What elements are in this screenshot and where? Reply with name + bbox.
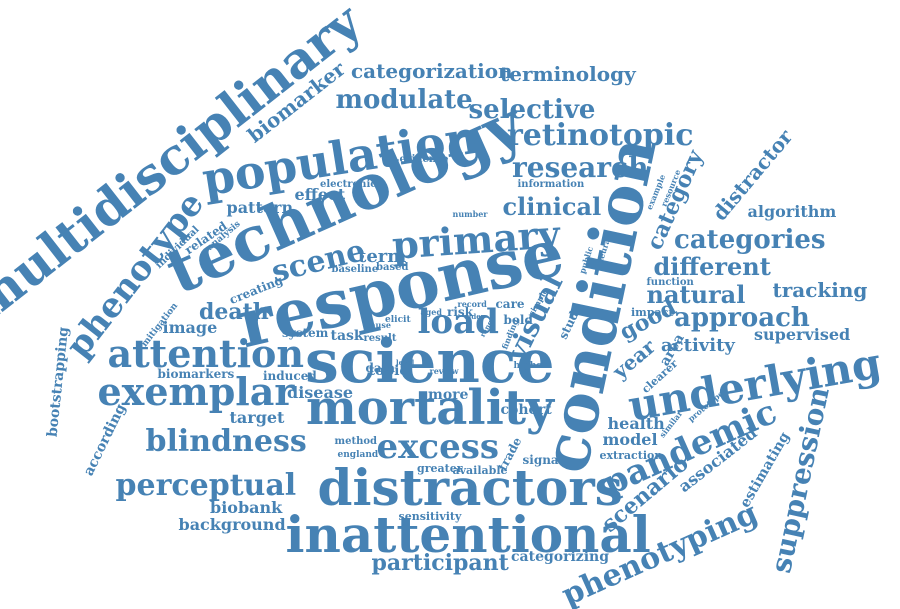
word-inattentional: inattentional bbox=[285, 505, 651, 564]
word-evidence: evidence bbox=[399, 154, 449, 165]
word-topic: topic bbox=[368, 363, 408, 379]
word-more: more bbox=[428, 387, 469, 403]
word-primary: primary bbox=[390, 211, 562, 268]
word-function: function bbox=[646, 277, 694, 288]
word-categorization: categorization bbox=[351, 59, 513, 83]
word-based: based bbox=[376, 262, 409, 273]
word-sensitivity: sensitivity bbox=[398, 509, 462, 523]
word-image: image bbox=[162, 318, 218, 337]
word-research: research bbox=[512, 151, 649, 184]
word-elicit: elicit bbox=[385, 314, 411, 325]
word-signal: signal bbox=[522, 453, 564, 467]
word-record: record bbox=[457, 299, 487, 309]
word-natural: natural bbox=[646, 280, 746, 309]
word-exemplar: exemplar bbox=[97, 369, 295, 414]
word-disease: disease bbox=[287, 383, 354, 402]
word-supervised: supervised bbox=[754, 325, 851, 344]
word-algorithm: algorithm bbox=[747, 202, 837, 221]
word-impact: impact bbox=[631, 305, 674, 319]
word-participant: participant bbox=[371, 550, 509, 576]
word-excess: excess bbox=[376, 427, 500, 467]
word-terminology: terminology bbox=[500, 62, 636, 86]
word-clinical: clinical bbox=[502, 192, 602, 221]
word-method: method bbox=[334, 436, 378, 447]
word-suppression: suppression bbox=[763, 384, 836, 576]
word-cause: cause bbox=[365, 320, 391, 330]
word-approach: approach bbox=[674, 303, 810, 333]
word-activity: activity bbox=[661, 335, 735, 356]
word-perceptual: perceptual bbox=[115, 468, 297, 503]
word-model: model bbox=[602, 430, 658, 449]
word-biomarkers: biomarkers bbox=[157, 367, 235, 381]
word-bootstrapping: bootstrapping bbox=[44, 326, 72, 438]
word-background: background bbox=[178, 515, 286, 534]
word-number: number bbox=[452, 209, 488, 219]
word-england: england bbox=[337, 449, 379, 460]
word-greater: greater bbox=[417, 461, 463, 475]
word-aged: aged bbox=[420, 307, 442, 317]
word-science: science bbox=[305, 327, 555, 397]
word-different: different bbox=[653, 252, 771, 281]
word-task: task bbox=[330, 328, 364, 344]
word-higher: higher bbox=[513, 360, 547, 371]
word-selective: selective bbox=[468, 95, 596, 125]
word-term: term bbox=[358, 246, 407, 267]
word-extraction: extraction bbox=[599, 448, 663, 462]
word-care: care bbox=[495, 297, 525, 311]
word-blindness: blindness bbox=[145, 424, 307, 459]
word-information: information bbox=[517, 179, 585, 190]
word-data: data bbox=[365, 361, 395, 375]
word-available: available bbox=[452, 463, 508, 477]
word-cohort: cohort bbox=[500, 402, 552, 418]
word-pattern: pattern bbox=[226, 198, 294, 217]
word-categories: categories bbox=[674, 225, 826, 255]
word-death: death bbox=[199, 299, 269, 325]
word-target: target bbox=[229, 408, 285, 427]
word-induced: induced bbox=[263, 369, 317, 383]
word-modulate: modulate bbox=[335, 85, 473, 115]
word-risk: risk bbox=[447, 305, 473, 319]
word-load: load bbox=[417, 302, 499, 342]
word-bold: bold bbox=[503, 313, 533, 327]
word-electronic: electronic bbox=[320, 179, 377, 190]
word-retinotopic: retinotopic bbox=[507, 118, 694, 153]
word-attention: attention bbox=[107, 331, 305, 376]
word-effect: effect bbox=[294, 185, 346, 204]
word-mortality: mortality bbox=[306, 380, 554, 436]
word-distractors: distractors bbox=[317, 458, 623, 517]
word-review: review bbox=[429, 366, 459, 376]
word-system: system bbox=[282, 326, 329, 340]
word-older: older bbox=[464, 311, 485, 321]
word-baseline: baseline bbox=[331, 264, 379, 275]
word-tracking: tracking bbox=[772, 278, 868, 302]
word-health: health bbox=[607, 414, 665, 433]
word-categorizing: categorizing bbox=[511, 549, 610, 565]
word-result: result bbox=[363, 333, 397, 344]
word-biobank: biobank bbox=[210, 498, 283, 517]
word-level: level bbox=[396, 357, 415, 367]
